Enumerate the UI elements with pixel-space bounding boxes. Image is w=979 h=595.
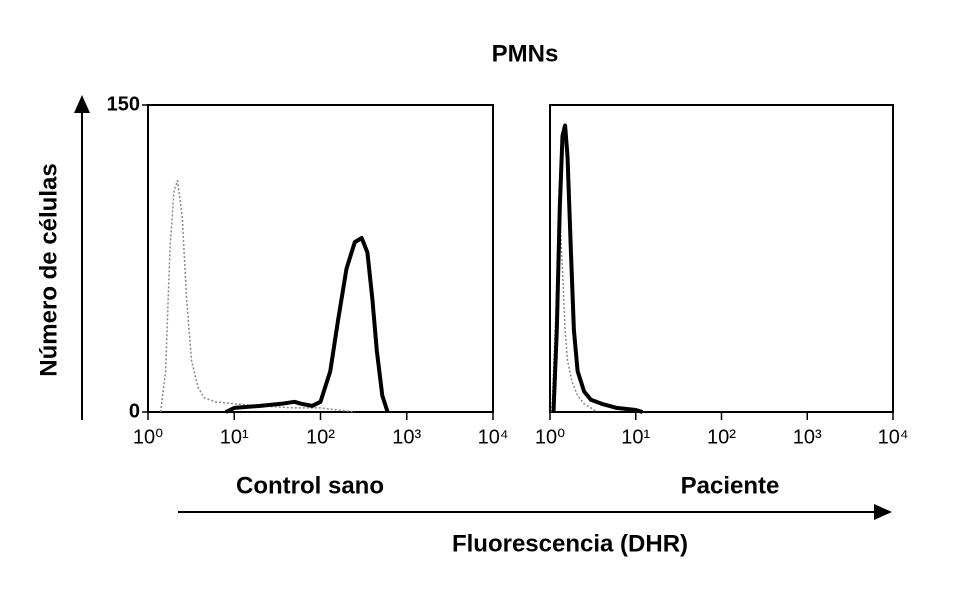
y-tick-label: 0 — [129, 400, 140, 422]
plot-frame — [549, 104, 894, 413]
histogram-line — [551, 218, 598, 413]
x-tick-label: 10¹ — [220, 426, 249, 448]
x-tick-label: 10⁴ — [478, 426, 509, 448]
plot-frame — [147, 104, 494, 413]
x-tick-label: 10⁰ — [535, 426, 565, 448]
histogram-line — [551, 123, 644, 414]
x-axis-label: Fluorescencia (DHR) — [452, 530, 688, 557]
x-tick-label: 10⁰ — [133, 426, 163, 448]
x-tick-label: 10² — [306, 426, 335, 448]
x-tick-label: 10³ — [392, 426, 421, 448]
x-tick-label: 10⁴ — [878, 426, 909, 448]
figure-title: PMNs — [492, 40, 559, 67]
panel-label: Paciente — [681, 472, 780, 499]
x-tick-label: 10² — [707, 426, 736, 448]
x-tick-label: 10³ — [793, 426, 822, 448]
histogram-line — [159, 179, 355, 413]
x-tick-label: 10¹ — [621, 426, 650, 448]
panel-label: Control sano — [236, 472, 384, 499]
y-axis-label: Número de células — [35, 163, 62, 376]
histogram-line — [225, 236, 390, 414]
y-tick-label: 150 — [107, 93, 140, 115]
